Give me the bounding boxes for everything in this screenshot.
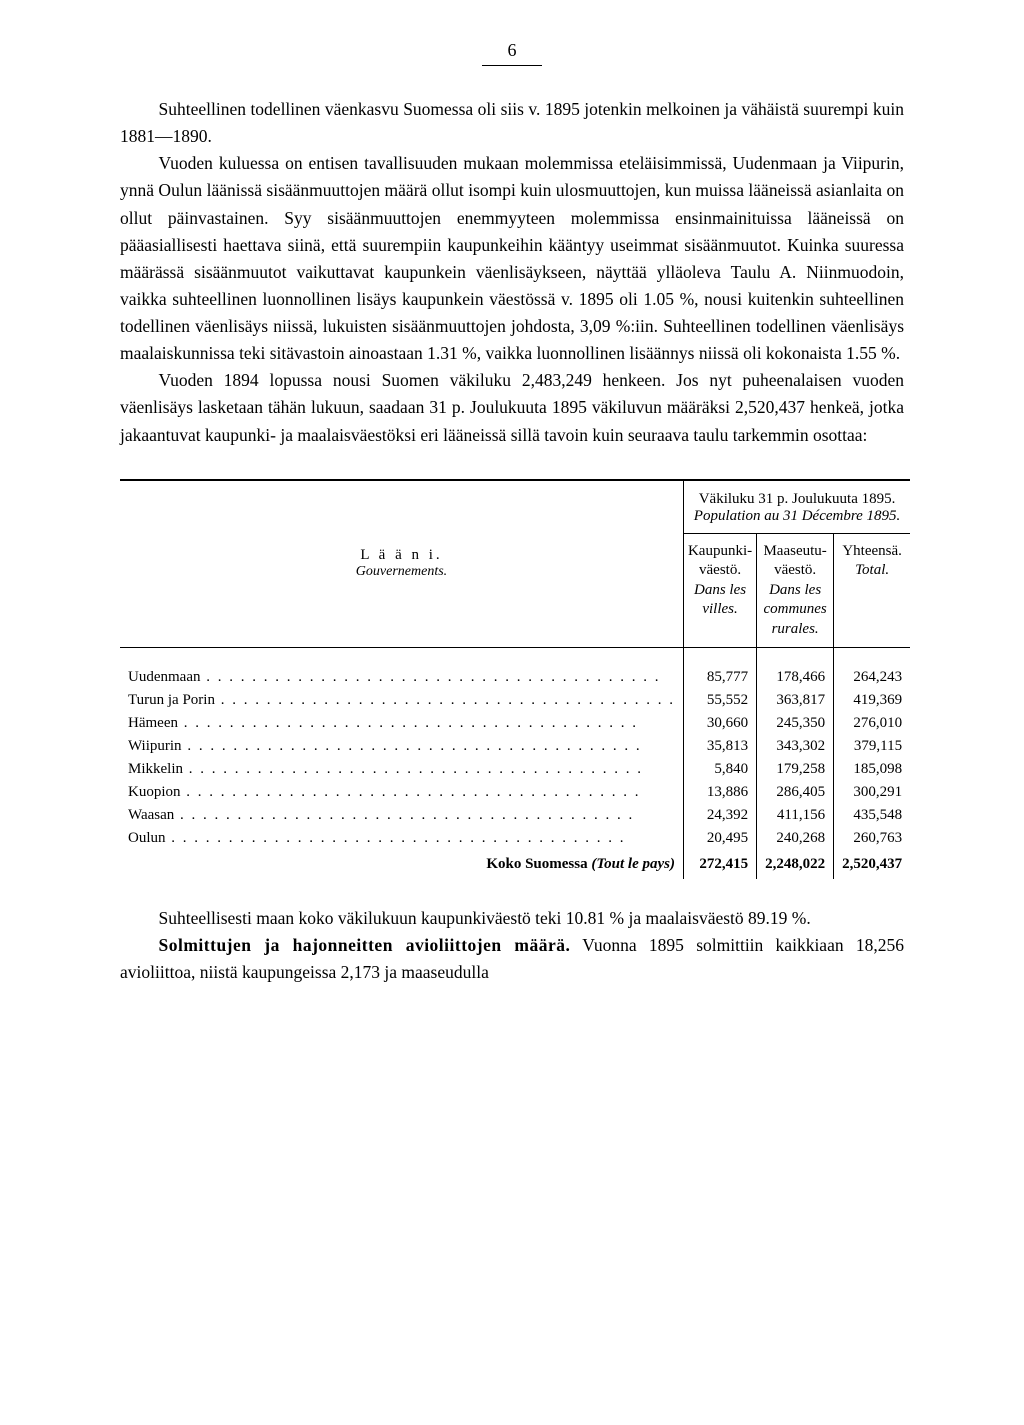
row-c1: 35,813 xyxy=(683,735,756,758)
header-top-main: Väkiluku 31 p. Joulukuuta 1895. xyxy=(699,491,896,507)
total-c2: 2,248,022 xyxy=(757,850,834,879)
row-label: Uudenmaan xyxy=(120,666,683,689)
table-row: Hämeen30,660245,350276,010 xyxy=(120,712,910,735)
row-c3: 264,243 xyxy=(834,666,911,689)
row-c1: 24,392 xyxy=(683,804,756,827)
table-row: Oulun20,495240,268260,763 xyxy=(120,827,910,850)
header-left-sub: Gouvernements. xyxy=(128,564,675,580)
row-c3: 185,098 xyxy=(834,758,911,781)
row-c1: 5,840 xyxy=(683,758,756,781)
total-label: Koko Suomessa (Tout le pays) xyxy=(120,850,683,879)
header-left: L ä ä n i. Gouvernements. xyxy=(120,480,683,648)
row-c2: 245,350 xyxy=(757,712,834,735)
row-c3: 379,115 xyxy=(834,735,911,758)
col2-main: Maaseutu-väestö. xyxy=(763,543,826,579)
total-label-main: Koko Suomessa xyxy=(486,856,591,872)
row-c3: 435,548 xyxy=(834,804,911,827)
col1-header: Kaupunki-väestö. Dans les villes. xyxy=(683,533,756,648)
page-number: 6 xyxy=(120,40,904,61)
col3-sub: Total. xyxy=(855,562,889,578)
row-c1: 13,886 xyxy=(683,781,756,804)
page-container: 6 Suhteellinen todellinen väenkasvu Suom… xyxy=(0,0,1024,1425)
paragraph-1: Suhteellinen todellinen väenkasvu Suomes… xyxy=(120,96,904,150)
row-c2: 179,258 xyxy=(757,758,834,781)
table-row: Turun ja Porin55,552363,817419,369 xyxy=(120,689,910,712)
row-label: Hämeen xyxy=(120,712,683,735)
col1-main: Kaupunki-väestö. xyxy=(688,543,752,579)
runin-heading: Solmittujen ja hajonneitten avioliittoje… xyxy=(159,935,571,955)
total-c1: 272,415 xyxy=(683,850,756,879)
row-label: Wiipurin xyxy=(120,735,683,758)
row-label: Oulun xyxy=(120,827,683,850)
header-left-main: L ä ä n i. xyxy=(128,547,675,564)
table-row: Kuopion13,886286,405300,291 xyxy=(120,781,910,804)
col3-main: Yhteensä. xyxy=(842,543,902,559)
table-row: Waasan24,392411,156435,548 xyxy=(120,804,910,827)
row-c3: 260,763 xyxy=(834,827,911,850)
header-top-sub: Population au 31 Décembre 1895. xyxy=(694,508,901,524)
table-row: Mikkelin5,840179,258185,098 xyxy=(120,758,910,781)
col2-header: Maaseutu-väestö. Dans les communes rural… xyxy=(757,533,834,648)
row-c1: 20,495 xyxy=(683,827,756,850)
row-c2: 240,268 xyxy=(757,827,834,850)
col1-sub: Dans les villes. xyxy=(694,582,746,618)
row-c2: 178,466 xyxy=(757,666,834,689)
paragraph-2: Vuoden kuluessa on entisen tavallisuuden… xyxy=(120,150,904,367)
page-number-rule xyxy=(482,65,542,66)
col2-sub: Dans les communes rurales. xyxy=(763,582,826,637)
table-row: Uudenmaan85,777178,466264,243 xyxy=(120,666,910,689)
row-label: Mikkelin xyxy=(120,758,683,781)
row-c2: 411,156 xyxy=(757,804,834,827)
row-c3: 419,369 xyxy=(834,689,911,712)
header-top: Väkiluku 31 p. Joulukuuta 1895. Populati… xyxy=(683,480,910,534)
row-c1: 55,552 xyxy=(683,689,756,712)
row-c2: 363,817 xyxy=(757,689,834,712)
paragraph-5: Solmittujen ja hajonneitten avioliittoje… xyxy=(120,932,904,986)
row-label: Waasan xyxy=(120,804,683,827)
row-c3: 276,010 xyxy=(834,712,911,735)
row-c1: 85,777 xyxy=(683,666,756,689)
row-c2: 343,302 xyxy=(757,735,834,758)
total-c3: 2,520,437 xyxy=(834,850,911,879)
paragraph-3: Vuoden 1894 lopussa nousi Suomen väkiluk… xyxy=(120,367,904,448)
paragraph-4: Suhteellisesti maan koko väkilukuun kaup… xyxy=(120,905,904,932)
row-c1: 30,660 xyxy=(683,712,756,735)
total-label-sub: (Tout le pays) xyxy=(591,856,675,872)
row-label: Kuopion xyxy=(120,781,683,804)
table-row: Wiipurin35,813343,302379,115 xyxy=(120,735,910,758)
population-table: L ä ä n i. Gouvernements. Väkiluku 31 p.… xyxy=(120,479,904,880)
row-label: Turun ja Porin xyxy=(120,689,683,712)
col3-header: Yhteensä. Total. xyxy=(834,533,911,648)
row-c2: 286,405 xyxy=(757,781,834,804)
row-c3: 300,291 xyxy=(834,781,911,804)
